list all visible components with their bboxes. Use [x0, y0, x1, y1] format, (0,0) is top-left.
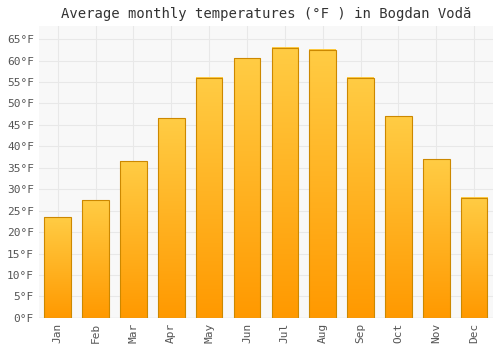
Bar	[158, 119, 184, 318]
Bar	[82, 200, 109, 318]
Bar	[385, 116, 411, 318]
Bar	[196, 78, 222, 318]
Bar	[120, 161, 146, 318]
Bar	[423, 159, 450, 318]
Bar	[234, 58, 260, 318]
Bar	[310, 50, 336, 318]
Bar	[44, 217, 71, 318]
Bar	[461, 198, 487, 318]
Bar	[348, 78, 374, 318]
Title: Average monthly temperatures (°F ) in Bogdan Vodă: Average monthly temperatures (°F ) in Bo…	[60, 7, 471, 21]
Bar	[272, 48, 298, 318]
